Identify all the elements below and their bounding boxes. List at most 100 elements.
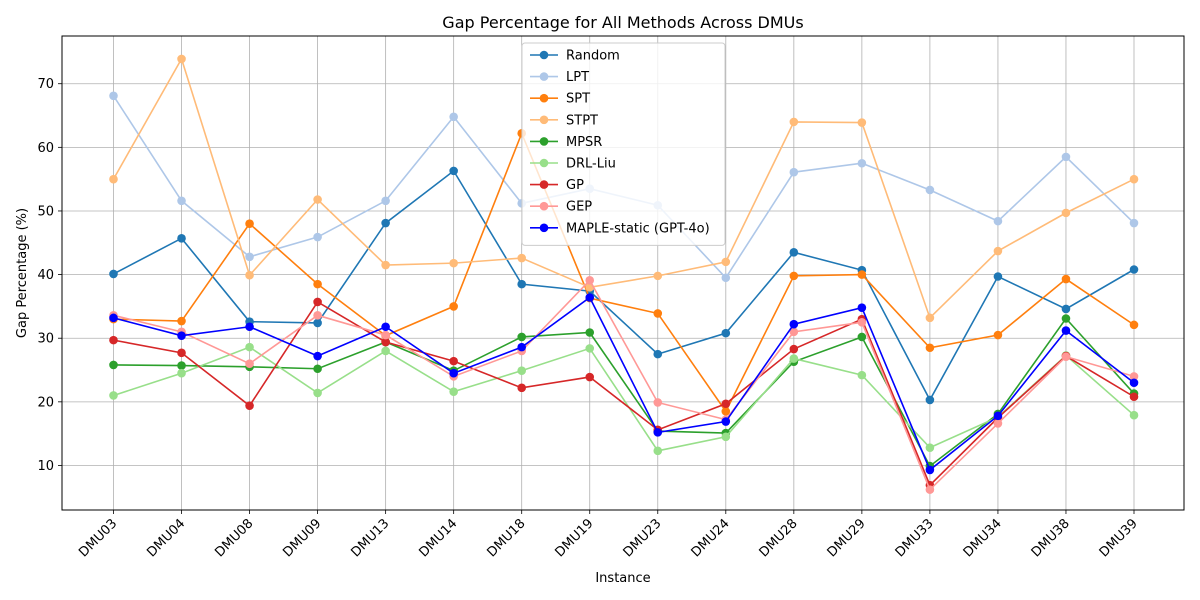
data-point xyxy=(517,279,526,289)
data-point xyxy=(449,166,458,176)
legend-label: MAPLE-static (GPT-4o) xyxy=(566,221,710,236)
y-tick-label: 50 xyxy=(37,204,54,219)
data-point xyxy=(245,322,254,332)
series-line xyxy=(113,300,1135,487)
data-point xyxy=(721,257,731,267)
data-point xyxy=(381,346,390,356)
data-point xyxy=(313,297,322,307)
data-point xyxy=(925,395,935,405)
series-line xyxy=(113,131,1135,413)
legend-label: LPT xyxy=(566,70,589,85)
series-line xyxy=(113,346,1135,452)
data-point xyxy=(1061,152,1071,162)
data-point xyxy=(585,372,595,382)
data-point xyxy=(449,302,458,311)
data-point xyxy=(653,271,663,281)
data-point xyxy=(1061,326,1071,335)
legend-marker xyxy=(539,72,549,81)
data-point xyxy=(109,269,118,279)
data-point xyxy=(177,234,186,243)
legend-marker xyxy=(539,115,549,125)
data-point xyxy=(857,303,867,312)
data-point xyxy=(177,196,186,206)
data-point xyxy=(721,407,731,416)
data-point xyxy=(381,218,390,228)
legend-label: Random xyxy=(566,49,620,64)
data-point xyxy=(109,360,118,370)
data-point xyxy=(653,309,663,318)
legend-marker xyxy=(539,158,549,168)
series-line xyxy=(113,169,1135,402)
data-point xyxy=(721,417,731,426)
data-point xyxy=(857,370,867,380)
series-lpt xyxy=(109,91,1139,283)
legend-label: STPT xyxy=(566,113,598,128)
data-point xyxy=(993,330,1003,340)
series-maple-static-gpt-4o xyxy=(109,293,1139,475)
legend-label: MPSR xyxy=(566,135,602,150)
data-point xyxy=(721,328,731,338)
data-point xyxy=(313,351,322,361)
legend-marker xyxy=(539,50,549,60)
data-point xyxy=(177,361,186,370)
legend-label: DRL-Liu xyxy=(566,157,616,172)
legend-item: GP xyxy=(530,178,584,193)
data-point xyxy=(245,342,254,352)
legend-item: MPSR xyxy=(530,135,602,150)
data-point xyxy=(177,348,186,358)
legend-label: GEP xyxy=(566,200,592,215)
data-point xyxy=(925,485,935,494)
data-point xyxy=(789,271,799,281)
data-point xyxy=(789,344,799,354)
legend-item: GEP xyxy=(530,200,592,215)
data-point xyxy=(789,319,799,329)
data-point xyxy=(381,337,390,347)
data-point xyxy=(1061,208,1071,218)
series-line xyxy=(113,317,1135,468)
data-point xyxy=(517,342,526,352)
data-point xyxy=(1129,320,1139,330)
data-point xyxy=(789,167,799,177)
data-point xyxy=(1061,352,1071,361)
plot-frame xyxy=(61,35,1185,511)
legend-item: LPT xyxy=(530,70,589,85)
series-stpt xyxy=(109,54,1139,323)
data-point xyxy=(721,399,731,409)
y-tick-label: 10 xyxy=(37,459,54,474)
data-point xyxy=(109,391,118,400)
data-point xyxy=(993,272,1003,281)
data-point xyxy=(925,443,935,452)
legend-item: SPT xyxy=(530,92,590,107)
data-point xyxy=(449,112,458,122)
data-point xyxy=(381,260,390,270)
data-point xyxy=(177,368,186,378)
data-point xyxy=(109,174,118,184)
data-point xyxy=(1061,314,1071,323)
data-point xyxy=(517,253,526,263)
data-point xyxy=(1129,218,1139,228)
legend-marker xyxy=(539,93,549,103)
data-point xyxy=(449,368,458,378)
data-point xyxy=(517,366,526,375)
data-point xyxy=(857,158,867,168)
x-axis-label: Instance xyxy=(595,571,650,586)
data-point xyxy=(1129,372,1139,381)
chart-title: Gap Percentage for All Methods Across DM… xyxy=(442,13,803,32)
data-point xyxy=(653,428,663,437)
data-point xyxy=(993,411,1003,421)
legend-item: MAPLE-static (GPT-4o) xyxy=(530,221,710,236)
data-point xyxy=(857,318,867,327)
data-point xyxy=(585,276,595,285)
data-point xyxy=(313,311,322,320)
data-point xyxy=(381,322,390,332)
data-point xyxy=(993,419,1003,428)
data-point xyxy=(653,398,663,407)
data-point xyxy=(857,270,867,279)
legend-item: STPT xyxy=(530,113,598,128)
data-point xyxy=(585,293,595,302)
legend-item: DRL-Liu xyxy=(530,157,616,172)
data-point xyxy=(177,331,186,340)
data-point xyxy=(381,196,390,206)
y-axis-label: Gap Percentage (%) xyxy=(15,208,30,338)
